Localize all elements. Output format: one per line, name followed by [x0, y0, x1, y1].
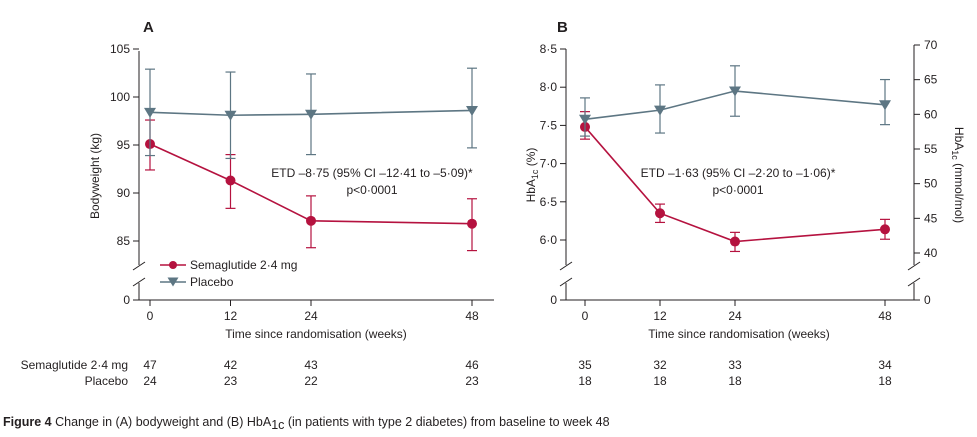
panel-a-x-axis-title: Time since randomisation (weeks)	[225, 327, 407, 341]
nrisk-b-placebo-week-24: 18	[728, 374, 742, 388]
panel-b-y2-ticks: 40 45 50 55 60 65 70	[914, 38, 938, 260]
panel-b-placebo-point-48	[879, 100, 891, 111]
panel-a-y-tick-label-100: 100	[110, 90, 130, 104]
panel-b-y2-break-label: 0	[924, 293, 931, 307]
panel-b-y-tick-label-7·5: 7·5	[540, 118, 558, 132]
legend-semaglutide-marker	[169, 261, 177, 269]
panel-a-semaglutide-point-48	[467, 218, 477, 229]
panel-b-y-tick-label-6·0: 6·0	[540, 233, 558, 247]
panel-b-placebo-point-0	[579, 114, 591, 125]
legend-placebo-label: Placebo	[190, 275, 234, 289]
panel-b-y2-axis-title: HbA1c (mmol/mol)	[950, 127, 966, 223]
panel-b-plot-area	[579, 65, 891, 253]
panel-b-semaglutide-line	[584, 126, 886, 243]
panel-b-y2-tick-label-45: 45	[924, 211, 938, 225]
nrisk-b-semaglutide-week-0: 35	[578, 358, 592, 372]
panel-a-semaglutide-point-12	[225, 175, 236, 186]
nrisk-b-placebo-week-48: 18	[878, 374, 892, 388]
panel-b-x-ticks: 0 12 24 48	[582, 300, 892, 323]
panel-b-y2-tick-label-70: 70	[924, 38, 938, 52]
panel-a-x-tick-label-0: 0	[147, 309, 154, 323]
panel-b-label: B	[557, 19, 568, 36]
panel-a-p-value: p<0·0001	[346, 183, 397, 197]
nrisk-a-placebo-week-12: 23	[224, 374, 238, 388]
legend-semaglutide-label: Semaglutide 2·4 mg	[190, 258, 297, 272]
panel-a-y-axis-title: Bodyweight (kg)	[88, 133, 102, 219]
panel-a-label: A	[143, 19, 154, 36]
panel-b-semaglutide-point-24	[730, 236, 740, 247]
panel-a-placebo-point-0	[144, 107, 156, 118]
panel-b-y2-tick-label-65: 65	[924, 73, 938, 87]
nrisk-cells: 47 42 43 46 35 32 33 34 24 23 22 23 18 18 18 18	[143, 358, 892, 388]
panel-b-y-axis-break	[559, 261, 573, 287]
panel-b-semaglutide-point-12	[655, 208, 665, 219]
panel-b-x-tick-label-48: 48	[878, 309, 892, 323]
panel-a-x-tick-label-24: 24	[304, 309, 318, 323]
panel-a-y-ticks: 85 90 95 100 105	[110, 42, 139, 248]
nrisk-b-placebo-week-12: 18	[653, 374, 667, 388]
panel-b-y2-tick-label-60: 60	[924, 107, 938, 121]
panel-b-placebo-line	[584, 90, 886, 121]
panel-b-y-tick-label-6·5: 6·5	[540, 195, 558, 209]
nrisk-a-semaglutide-week-0: 47	[143, 358, 157, 372]
legend-item-semaglutide: Semaglutide 2·4 mg	[160, 258, 297, 272]
panel-b-y-tick-label-8·5: 8·5	[540, 42, 558, 56]
panel-b-y2-tick-label-40: 40	[924, 246, 938, 260]
nrisk-b-semaglutide-week-24: 33	[728, 358, 742, 372]
nrisk-a-placebo-week-0: 24	[143, 374, 157, 388]
panel-a-bodyweight-chart: A 85 90 95 100 105 0 12 24 48 0 Bodyweight (kg)…	[88, 19, 494, 341]
nrisk-b-semaglutide-week-48: 34	[878, 358, 892, 372]
panel-b-y-axis-title: HbA1c (%)	[524, 148, 540, 203]
panel-b-y-break-label: 0	[550, 293, 557, 307]
panel-a-plot-area	[144, 67, 478, 252]
nrisk-b-placebo-week-0: 18	[578, 374, 592, 388]
panel-b-x-tick-label-0: 0	[582, 309, 589, 323]
nrisk-row-label-semaglutide: Semaglutide 2·4 mg	[21, 358, 128, 372]
panel-a-semaglutide-line	[149, 143, 473, 225]
panel-a-placebo-line	[149, 109, 473, 117]
panel-b-placebo-point-24	[729, 86, 741, 97]
panel-a-placebo-point-24	[305, 109, 317, 120]
panel-a-x-tick-label-48: 48	[465, 309, 479, 323]
panel-b-x-tick-label-24: 24	[728, 309, 742, 323]
panel-a-placebo-point-48	[466, 105, 478, 116]
panel-a-legend: Semaglutide 2·4 mg Placebo	[160, 258, 297, 289]
panel-a-y-break-label: 0	[123, 293, 130, 307]
panel-a-semaglutide-point-24	[306, 215, 316, 226]
panel-b-y2-tick-label-55: 55	[924, 142, 938, 156]
nrisk-a-placebo-week-24: 22	[304, 374, 318, 388]
figure-caption: Figure 4 Change in (A) bodyweight and (B…	[3, 415, 610, 432]
nrisk-a-semaglutide-week-12: 42	[224, 358, 238, 372]
panel-a-y-axis-break	[132, 261, 146, 287]
panel-b-p-value: p<0·0001	[712, 183, 763, 197]
panel-a-y-tick-label-90: 90	[117, 186, 131, 200]
panel-b-y2-tick-label-50: 50	[924, 177, 938, 191]
panel-b-x-tick-label-12: 12	[653, 309, 667, 323]
legend-item-placebo: Placebo	[160, 275, 234, 289]
panel-b-hba1c-chart: B 6·0 6·5 7·0 7·5 8·0 8·5 40 45 50 55 60 65 70 0 12 2…	[524, 19, 966, 341]
panel-a-placebo-point-12	[224, 110, 237, 121]
panel-a-y-tick-label-85: 85	[117, 234, 131, 248]
nrisk-a-semaglutide-week-48: 46	[465, 358, 479, 372]
panel-a-x-tick-label-12: 12	[224, 309, 238, 323]
legend-placebo-marker	[167, 277, 179, 287]
numbers-at-risk-table: Semaglutide 2·4 mg Placebo 47 42 43 46 35 32 3…	[21, 358, 892, 388]
panel-b-y-ticks: 6·0 6·5 7·0 7·5 8·0 8·5	[540, 42, 566, 247]
panel-b-placebo-point-12	[654, 105, 666, 116]
nrisk-a-semaglutide-week-24: 43	[304, 358, 318, 372]
panel-b-semaglutide-point-48	[880, 224, 890, 235]
panel-a-y-tick-label-105: 105	[110, 42, 130, 56]
panel-a-y-tick-label-95: 95	[117, 138, 131, 152]
panel-b-x-axis-title: Time since randomisation (weeks)	[648, 327, 830, 341]
nrisk-row-label-placebo: Placebo	[85, 374, 129, 388]
nrisk-b-semaglutide-week-12: 32	[653, 358, 667, 372]
panel-b-y-tick-label-7·0: 7·0	[540, 157, 558, 171]
panel-b-etd-annotation: ETD –1·63 (95% CI –2·20 to –1·06)*	[641, 166, 836, 180]
panel-a-x-ticks: 0 12 24 48	[147, 300, 479, 323]
panel-a-etd-annotation: ETD –8·75 (95% CI –12·41 to –5·09)*	[271, 166, 473, 180]
nrisk-a-placebo-week-48: 23	[465, 374, 479, 388]
panel-b-y-tick-label-8·0: 8·0	[540, 80, 558, 94]
panel-b-y2-axis-break	[907, 261, 921, 287]
